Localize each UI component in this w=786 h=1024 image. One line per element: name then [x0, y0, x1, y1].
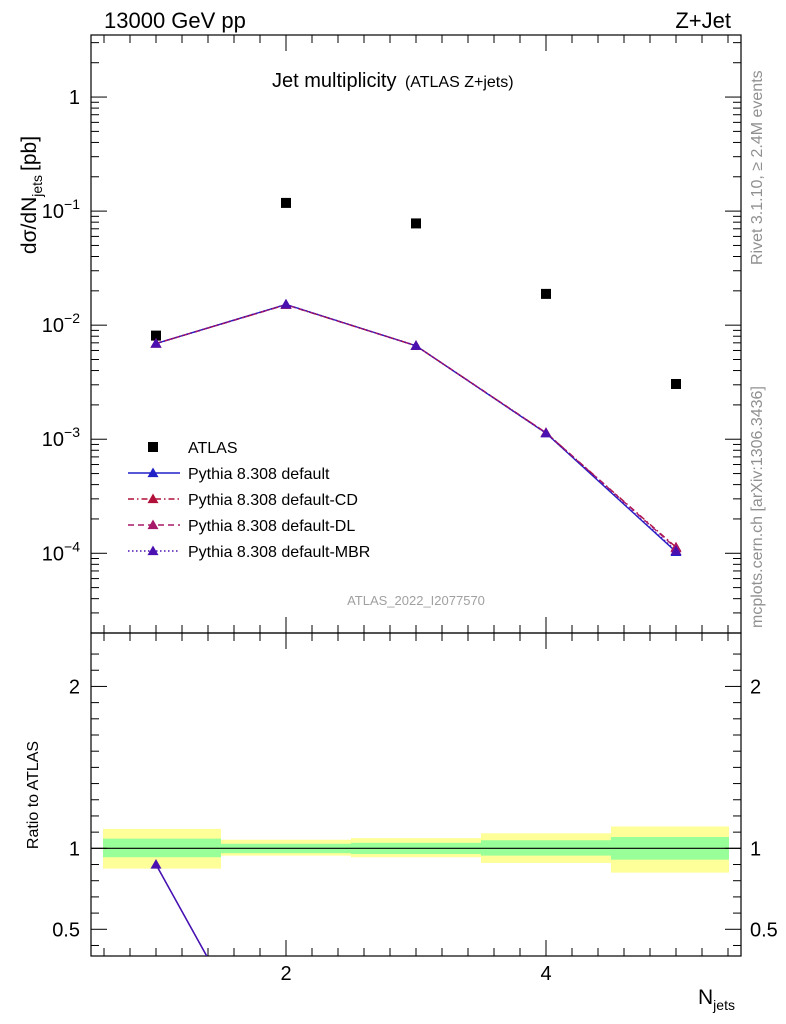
main-y-axis-label-sub: jets [29, 175, 45, 198]
ratio-y-tick-label: 1 [69, 838, 80, 860]
ratio-y-tick-label-right: 0.5 [750, 919, 778, 941]
main-series [150, 197, 682, 556]
data-point-atlas [541, 288, 551, 299]
ratio-y-tick-label: 2 [69, 676, 80, 698]
side-text-upper: Rivet 3.1.10, ≥ 2.4M events [749, 70, 766, 265]
legend-label: ATLAS [188, 440, 238, 457]
x-tick-label: 2 [280, 963, 291, 985]
y-tick-label-base: 10 [42, 543, 64, 565]
mc-point [280, 298, 292, 309]
data-point-atlas [151, 330, 161, 341]
main-y-axis-label-unit: [pb] [18, 136, 41, 171]
ratio-line [155, 864, 208, 956]
side-text-lower: mcplots.cern.ch [arXiv:1306.3436] [749, 386, 766, 628]
x-axis-label-main: N [698, 986, 713, 1009]
legend-label: Pythia 8.308 default-DL [188, 518, 355, 535]
ratio-y-axis-label: Ratio to ATLAS [25, 741, 42, 849]
legend-label: Pythia 8.308 default [188, 466, 330, 483]
x-axis-label-sub: jets [712, 997, 735, 1013]
y-tick-label: 10−2 [42, 310, 80, 337]
mc-point [540, 427, 552, 438]
mc-point [150, 338, 162, 348]
y-tick-label-base: 10 [42, 315, 64, 337]
ratio-panel-frame [90, 632, 742, 957]
mc-point [410, 340, 422, 350]
y-tick-label-exponent: −2 [64, 310, 80, 326]
legend-marker [147, 467, 159, 478]
ratio-series [150, 859, 208, 956]
y-tick-label-exponent: −3 [64, 424, 80, 440]
main-axis-ticks: 110−110−210−310−4 [42, 35, 741, 634]
y-tick-label-exponent: −4 [64, 538, 80, 554]
legend-marker [147, 545, 159, 556]
y-tick-label-base: 1 [69, 87, 80, 109]
ratio-point [150, 859, 162, 869]
ratio-y-tick-label-right: 1 [750, 838, 761, 860]
y-tick-label: 10−1 [42, 196, 80, 223]
header-right: Z+Jet [675, 8, 731, 33]
data-point-atlas [281, 197, 291, 208]
main-y-axis-label-main: dσ/dN [18, 197, 41, 254]
data-point-atlas [671, 378, 681, 389]
chart-title-sub: (ATLAS Z+jets) [405, 74, 514, 91]
y-tick-label: 10−3 [42, 424, 80, 451]
ratio-y-tick-label-right: 2 [750, 676, 761, 698]
ratio-axis-ticks: 0.5 0.5 1 1 2 2 2 4 [52, 633, 778, 985]
y-tick-label-base: 10 [42, 201, 64, 223]
ratio-uncertainty-bands [103, 826, 729, 873]
main-y-axis-label: dσ/dNjets [pb] [18, 136, 45, 254]
y-tick-label-exponent: −1 [64, 196, 80, 212]
chart-title: Jet multiplicity (ATLAS Z+jets) [272, 70, 514, 92]
legend-marker [147, 493, 159, 504]
legend-label: Pythia 8.308 default-CD [188, 492, 358, 509]
y-tick-label: 10−4 [42, 538, 80, 565]
legend-marker [147, 519, 159, 530]
mc-point [670, 545, 682, 555]
chart-title-main: Jet multiplicity [272, 70, 396, 92]
y-tick-label-base: 10 [42, 429, 64, 451]
ratio-y-tick-label: 0.5 [52, 919, 80, 941]
y-tick-label: 1 [69, 87, 80, 109]
x-tick-label: 4 [540, 963, 551, 985]
legend-marker [148, 442, 158, 452]
legend: ATLAS Pythia 8.308 default Pythia 8.308 de… [128, 440, 370, 561]
data-point-atlas [411, 218, 421, 229]
x-axis-label: Njets [698, 986, 735, 1013]
legend-label: Pythia 8.308 default-MBR [188, 544, 370, 561]
header-left: 13000 GeV pp [104, 8, 246, 33]
analysis-watermark: ATLAS_2022_I2077570 [347, 593, 485, 608]
